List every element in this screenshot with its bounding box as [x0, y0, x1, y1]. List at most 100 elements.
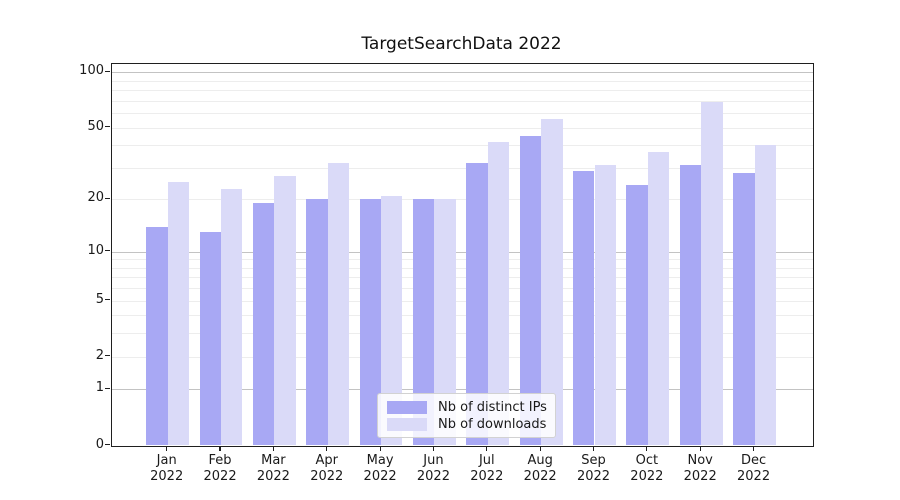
gridline-minor — [112, 80, 813, 82]
x-tick-label-line: May — [366, 452, 394, 468]
y-tick-label: 20 — [87, 190, 104, 206]
y-tick-label: 100 — [79, 63, 104, 79]
legend: Nb of distinct IPs Nb of downloads — [377, 393, 556, 438]
x-tick-label-line: Apr — [315, 452, 339, 468]
y-tick-mark — [105, 70, 110, 73]
bar-distinct-ips-jul — [466, 162, 488, 446]
bar-distinct-ips-mar — [253, 203, 275, 446]
y-tick-label: 5 — [95, 291, 104, 307]
bar-downloads-dec — [754, 145, 776, 446]
legend-label-distinct-ips: Nb of distinct IPs — [438, 400, 547, 415]
bar-distinct-ips-nov — [679, 165, 702, 446]
bar-distinct-ips-jun — [413, 199, 435, 446]
x-tick-label-line: 2022 — [683, 468, 717, 484]
x-tick-mark — [379, 445, 381, 451]
x-tick-label-line: 2022 — [416, 468, 450, 484]
bar-distinct-ips-aug — [519, 136, 542, 446]
bar-distinct-ips-sep — [573, 170, 595, 446]
y-tick-mark — [105, 299, 110, 301]
x-tick-label-line: Aug — [527, 452, 553, 468]
y-tick-mark — [105, 443, 110, 446]
plot-area — [111, 63, 814, 447]
bar-downloads-jan — [167, 182, 190, 446]
y-tick-mark — [105, 250, 110, 252]
x-tick-mark — [592, 445, 595, 451]
x-tick-label-line: 2022 — [523, 468, 557, 484]
x-tick-label-may: May 2022 — [348, 453, 412, 485]
x-tick-label-jul: Jul 2022 — [455, 453, 519, 485]
x-tick-label-line: 2022 — [310, 468, 344, 484]
y-tick-label: 10 — [87, 242, 104, 258]
gridline-minor — [112, 100, 813, 102]
x-tick-mark — [272, 445, 274, 451]
bar-distinct-ips-dec — [733, 173, 755, 446]
bar-downloads-jul — [487, 141, 510, 446]
x-tick-label-line: 2022 — [363, 468, 397, 484]
bar-distinct-ips-feb — [199, 232, 222, 446]
gridline-minor — [112, 259, 813, 261]
x-tick-label-line: Sep — [581, 452, 606, 468]
bar-downloads-oct — [647, 151, 670, 446]
y-tick-label: 0 — [95, 436, 104, 452]
gridline-minor — [112, 277, 813, 279]
gridline-minor — [112, 356, 813, 358]
legend-swatch-ips — [387, 401, 427, 414]
y-tick-label: 50 — [87, 118, 104, 134]
x-tick-label-line: 2022 — [630, 468, 664, 484]
bar-distinct-ips-may — [359, 199, 382, 446]
gridline-minor — [112, 333, 813, 335]
gridline-minor — [112, 315, 813, 317]
x-tick-mark — [432, 445, 435, 451]
y-tick-mark — [105, 355, 110, 357]
x-tick-label-line: 2022 — [737, 468, 771, 484]
legend-swatch-downloads — [387, 418, 427, 431]
x-tick-label-line: Jul — [478, 452, 495, 468]
x-tick-mark — [166, 445, 168, 451]
x-tick-label-line: Nov — [687, 452, 713, 468]
x-tick-label-line: 2022 — [203, 468, 237, 484]
legend-item-downloads: Nb of downloads — [387, 416, 546, 433]
y-tick-mark — [105, 126, 110, 128]
gridline-minor — [112, 145, 813, 147]
x-tick-mark — [539, 445, 541, 451]
x-tick-mark — [646, 445, 648, 451]
x-tick-label-line: Mar — [261, 452, 286, 468]
gridline-minor — [112, 288, 813, 290]
x-tick-label-mar: Mar 2022 — [241, 453, 305, 485]
legend-label-downloads: Nb of downloads — [438, 417, 547, 432]
bar-downloads-jun — [434, 199, 456, 446]
x-tick-label-line: Dec — [740, 452, 767, 468]
bar-downloads-nov — [701, 102, 723, 446]
y-tick-mark — [105, 197, 110, 200]
x-tick-mark — [752, 445, 755, 451]
x-tick-label-apr: Apr 2022 — [295, 453, 359, 485]
x-tick-label-dec: Dec 2022 — [722, 453, 786, 485]
x-tick-mark — [219, 445, 221, 451]
gridline-minor — [112, 199, 813, 201]
bar-downloads-may — [381, 195, 403, 446]
x-tick-label-line: Jun — [423, 452, 444, 468]
x-tick-label-jan: Jan 2022 — [135, 453, 199, 485]
legend-item-distinct-ips: Nb of distinct IPs — [387, 399, 547, 416]
x-tick-mark — [699, 445, 701, 451]
x-tick-label-aug: Aug 2022 — [508, 453, 572, 485]
bar-distinct-ips-oct — [626, 185, 648, 446]
gridline-major — [112, 389, 813, 391]
gridline-minor — [112, 127, 813, 129]
bar-distinct-ips-apr — [306, 199, 328, 446]
bar-downloads-aug — [541, 118, 563, 446]
gridline-minor — [112, 267, 813, 269]
x-tick-label-line: 2022 — [576, 468, 611, 484]
x-tick-label-line: 2022 — [470, 468, 504, 484]
bar-downloads-apr — [327, 162, 350, 446]
x-tick-label-line: 2022 — [150, 468, 184, 484]
chart-title: TargetSearchData 2022 — [361, 34, 562, 54]
bar-downloads-sep — [594, 165, 616, 446]
gridline-minor — [112, 167, 813, 169]
x-tick-label-jun: Jun 2022 — [401, 453, 465, 485]
bar-downloads-feb — [221, 188, 243, 446]
gridline-minor — [112, 90, 813, 92]
x-tick-label-oct: Oct 2022 — [615, 453, 679, 485]
x-tick-mark — [326, 445, 328, 451]
